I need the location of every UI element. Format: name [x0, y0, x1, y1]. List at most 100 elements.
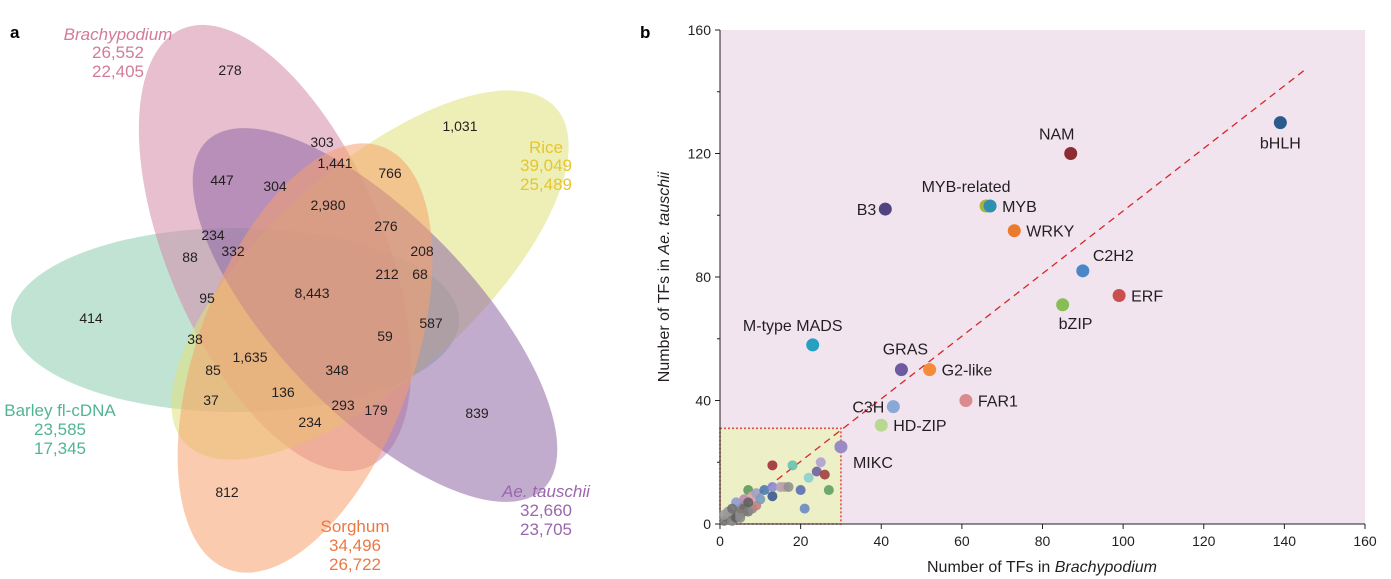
panel-letter-a: a	[10, 23, 20, 42]
x-tick-label: 160	[1353, 533, 1377, 549]
region-count: 8,443	[294, 285, 329, 301]
x-axis-title-italic: Brachypodium	[1055, 559, 1157, 576]
y-tick-label: 120	[688, 146, 712, 162]
region-count: 38	[187, 331, 203, 347]
y-axis-title: Number of TFs in Ae. tauschii	[656, 171, 673, 382]
x-axis-title-plain: Number of TFs in	[927, 559, 1055, 576]
scatter-point	[819, 469, 830, 480]
region-count: 766	[378, 165, 402, 181]
scatter-point	[767, 481, 778, 492]
set-count-2-tauschii: 23,705	[520, 520, 572, 539]
scatter-point-nam	[1064, 147, 1078, 160]
set-count-1-sorghum: 34,496	[329, 536, 381, 555]
point-label: ERF	[1131, 289, 1163, 306]
point-label: C2H2	[1093, 248, 1134, 265]
region-count: 88	[182, 249, 198, 265]
region-count: 587	[419, 315, 443, 331]
region-count: 234	[201, 227, 225, 243]
set-count-1-tauschii: 32,660	[520, 501, 572, 520]
set-count-2-barley: 17,345	[34, 439, 86, 458]
scatter-point-erf	[1112, 289, 1126, 303]
scatter-point	[719, 509, 730, 520]
region-count: 276	[374, 218, 398, 234]
set-label-sorghum: Sorghum 34,496 26,722	[321, 517, 390, 574]
point-label: MYB	[1002, 199, 1037, 216]
point-label: bZIP	[1059, 316, 1093, 333]
point-label: MIKC	[853, 455, 893, 472]
scatter-point	[815, 457, 826, 468]
scatter-point-b3	[878, 202, 892, 216]
region-count: 332	[221, 243, 245, 259]
y-tick-label: 40	[695, 393, 711, 409]
set-name-brachypodium: Brachypodium	[64, 25, 173, 44]
region-count: 179	[364, 402, 388, 418]
scatter-point-g2-like	[923, 363, 937, 377]
point-label: M-type MADS	[743, 318, 843, 335]
set-count-1-rice: 39,049	[520, 156, 572, 175]
venn-region-counts: 278 1,031 303 1,441 766 447 304 2,980 23…	[79, 62, 489, 500]
set-name-rice: Rice	[529, 138, 563, 157]
y-axis-title-plain: Number of TFs in	[656, 254, 673, 382]
scatter-point	[783, 481, 794, 492]
region-count: 136	[271, 384, 295, 400]
scatter-point	[743, 497, 754, 508]
scatter-point	[811, 466, 822, 477]
venn-panel: a Brachypodium 26,552 22,405 Rice 39,049…	[4, 23, 591, 574]
set-label-tauschii: Ae. tauschii 32,660 23,705	[501, 482, 591, 539]
region-count: 59	[377, 328, 393, 344]
set-label-rice: Rice 39,049 25,489	[520, 138, 572, 194]
region-count: 234	[298, 414, 322, 430]
scatter-point	[727, 503, 738, 514]
scatter-point	[767, 460, 778, 471]
point-label: FAR1	[978, 394, 1018, 411]
x-tick-label: 80	[1035, 533, 1051, 549]
region-count: 812	[215, 484, 239, 500]
scatter-point-far1	[959, 394, 973, 407]
scatter-point	[803, 472, 814, 483]
scatter-point	[795, 485, 806, 496]
scatter-point	[823, 485, 834, 496]
region-count: 1,441	[317, 155, 352, 171]
y-axis-title-italic: Ae. tauschii	[656, 171, 673, 255]
region-count: 1,635	[232, 349, 267, 365]
region-count: 212	[375, 266, 399, 282]
region-count: 447	[210, 172, 234, 188]
region-count: 2,980	[310, 197, 345, 213]
scatter-point-gras	[894, 363, 908, 377]
panel-letter-b: b	[640, 23, 650, 42]
point-label: WRKY	[1026, 224, 1074, 241]
region-count: 208	[410, 243, 434, 259]
region-count: 303	[310, 134, 334, 150]
point-label: HD-ZIP	[893, 418, 946, 435]
scatter-point-c2h2	[1076, 264, 1090, 278]
region-count: 278	[218, 62, 242, 78]
region-count: 304	[263, 178, 287, 194]
y-tick-label: 80	[695, 269, 711, 285]
scatter-point-wrky	[1007, 224, 1021, 238]
point-label: GRAS	[883, 342, 928, 359]
point-label: C3H	[852, 400, 884, 417]
region-count: 414	[79, 310, 103, 326]
x-tick-label: 40	[873, 533, 889, 549]
scatter-point-hd-zip	[874, 418, 888, 432]
x-tick-label: 0	[716, 533, 724, 549]
scatter-point-myb	[983, 199, 997, 213]
scatter-point	[755, 494, 766, 505]
reference-line	[719, 69, 1305, 525]
set-label-barley: Barley fl-cDNA 23,585 17,345	[4, 401, 116, 458]
scatter-point-c3h	[886, 400, 900, 414]
point-label: B3	[857, 202, 877, 219]
ellipse-sorghum	[177, 143, 433, 573]
scatter-panel: b 0 20 40 60 80 100 120 140 160 0 40 80 120 160 bHLH…	[640, 22, 1377, 576]
region-count: 348	[325, 362, 349, 378]
point-label: bHLH	[1260, 136, 1301, 153]
scatter-point	[759, 485, 770, 496]
set-count-2-sorghum: 26,722	[329, 555, 381, 574]
labeled-points: bHLH NAM MYB-related MYB B3 WRKY C2H2 ERF bZIP M-…	[743, 116, 1301, 472]
y-tick-label: 160	[688, 22, 712, 38]
set-label-brachypodium: Brachypodium 26,552 22,405	[64, 25, 173, 81]
region-count: 95	[199, 290, 215, 306]
region-count: 293	[331, 397, 355, 413]
x-tick-label: 20	[793, 533, 809, 549]
venn-ellipses	[11, 24, 569, 573]
